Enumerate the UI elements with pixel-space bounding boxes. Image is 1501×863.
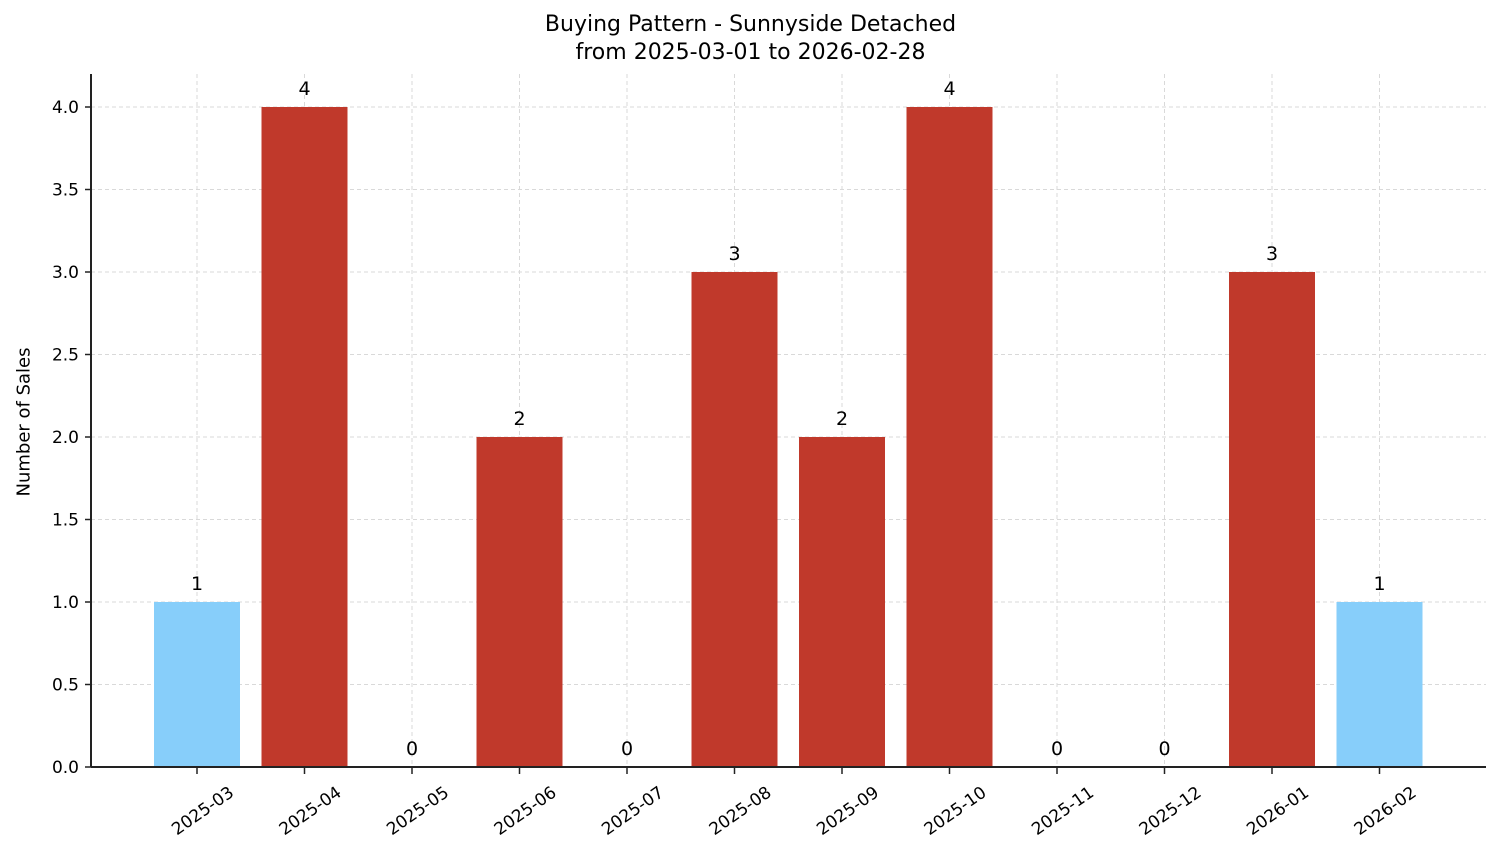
- x-tick-label: 2026-01: [1243, 783, 1313, 840]
- y-tick-label: 0.5: [52, 676, 79, 696]
- value-label: 2: [836, 408, 848, 430]
- value-label: 0: [621, 738, 633, 760]
- value-label: 3: [1266, 243, 1278, 265]
- y-tick-label: 1.5: [52, 511, 79, 531]
- x-tick-label: 2025-05: [383, 783, 453, 840]
- bars: [154, 107, 1423, 767]
- value-label: 1: [1373, 573, 1385, 595]
- value-label: 4: [943, 78, 955, 100]
- x-tick-label: 2025-09: [813, 783, 883, 840]
- x-tick-label: 2025-03: [168, 783, 238, 840]
- x-tick-label: 2025-07: [598, 783, 668, 840]
- x-tick-label: 2025-04: [276, 783, 346, 840]
- bar-2025-08: [691, 272, 778, 767]
- bar-2025-03: [154, 602, 240, 767]
- value-label: 0: [1051, 738, 1063, 760]
- x-tick-label: 2025-12: [1136, 783, 1206, 840]
- bar-2026-02: [1336, 602, 1423, 767]
- bar-2025-10: [906, 107, 993, 767]
- y-tick-label: 2.0: [52, 428, 79, 448]
- x-tick-label: 2025-06: [491, 783, 561, 840]
- value-label: 2: [513, 408, 525, 430]
- value-label: 0: [1158, 738, 1170, 760]
- value-label: 0: [406, 738, 418, 760]
- x-tick-label: 2025-11: [1028, 783, 1098, 840]
- bar-2026-01: [1229, 272, 1315, 767]
- bar-2025-06: [476, 437, 563, 767]
- value-label: 1: [191, 573, 203, 595]
- y-tick-label: 4.0: [52, 98, 79, 118]
- value-label: 3: [728, 243, 740, 265]
- y-axis-ticks: 0.0 0.5 1.0 1.5 2.0 2.5 3.0 3.5 4.0: [52, 98, 91, 778]
- x-tick-label: 2026-02: [1351, 783, 1421, 840]
- x-tick-label: 2025-10: [921, 783, 991, 840]
- x-axis-ticks: 2025-03 2025-04 2025-05 2025-06 2025-07 2025-…: [168, 767, 1420, 840]
- y-tick-label: 3.5: [52, 181, 79, 201]
- bar-2025-09: [799, 437, 885, 767]
- y-tick-label: 2.5: [52, 346, 79, 366]
- chart-title: Buying Pattern - Sunnyside Detached: [544, 12, 957, 37]
- x-tick-label: 2025-08: [706, 783, 776, 840]
- y-tick-label: 3.0: [52, 263, 79, 283]
- bar-2025-04: [261, 107, 348, 767]
- y-tick-label: 0.0: [52, 758, 79, 778]
- y-tick-label: 1.0: [52, 593, 79, 613]
- chart-subtitle: from 2025-03-01 to 2026-02-28: [575, 40, 926, 65]
- value-label: 4: [298, 78, 310, 100]
- value-labels: 1 4 0 2 0 3 2 4 0 0 3 1: [191, 78, 1386, 760]
